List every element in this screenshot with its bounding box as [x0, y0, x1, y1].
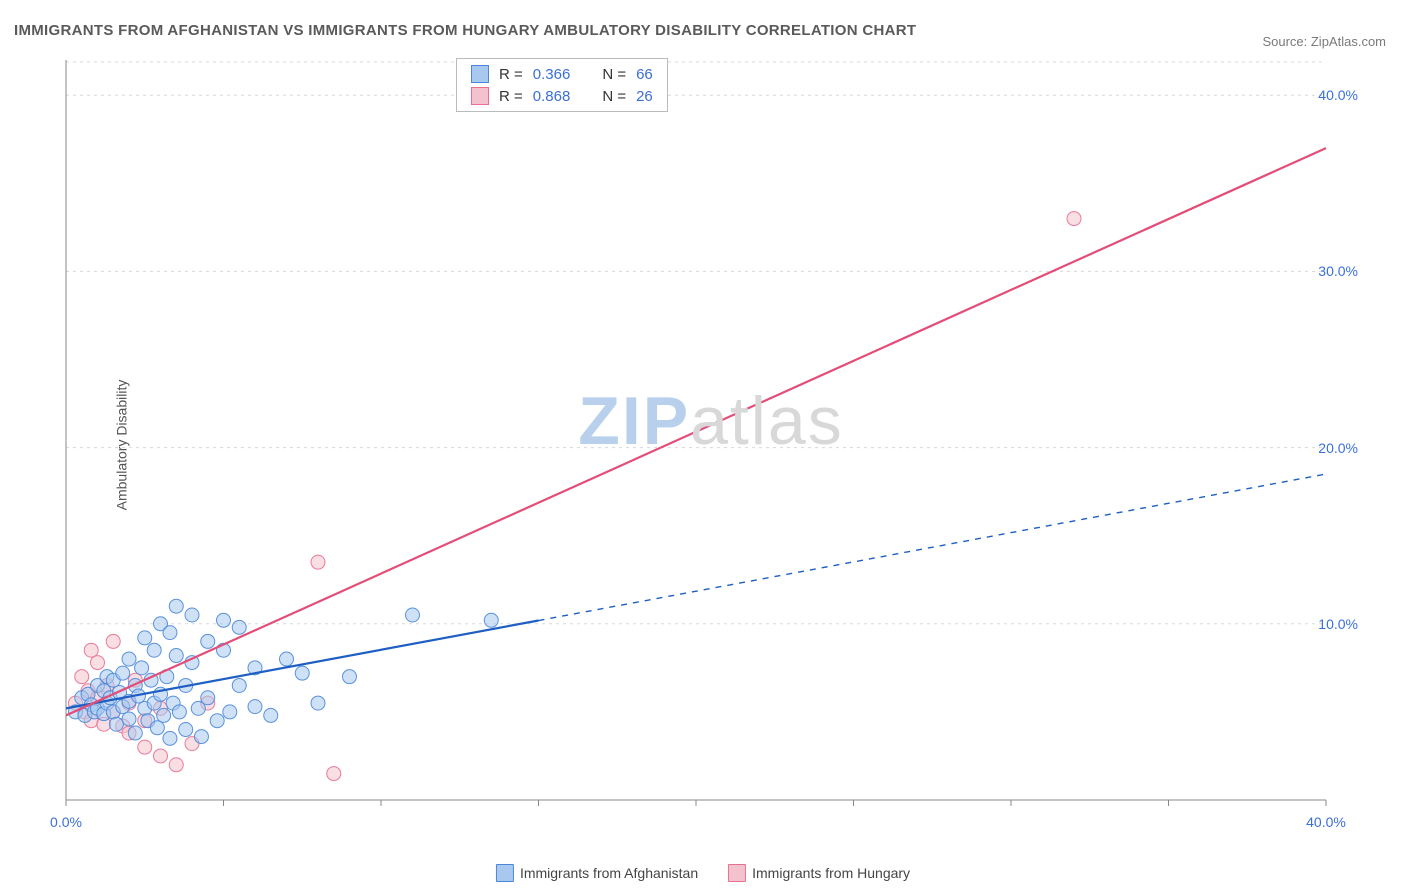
bottom-legend: Immigrants from Afghanistan Immigrants f… [496, 864, 910, 882]
legend-swatch-afghanistan [496, 864, 514, 882]
chart-title: IMMIGRANTS FROM AFGHANISTAN VS IMMIGRANT… [14, 22, 916, 39]
plot-area: Ambulatory Disability ZIPatlas 0.0%40.0%… [46, 50, 1376, 840]
source-attribution: Source: ZipAtlas.com [1262, 34, 1386, 49]
legend-item-hungary: Immigrants from Hungary [728, 864, 910, 882]
stats-swatch-afghanistan [471, 65, 489, 83]
y-tick-label: 20.0% [1318, 440, 1358, 456]
y-tick-label: 10.0% [1318, 616, 1358, 632]
y-tick-label: 30.0% [1318, 263, 1358, 279]
x-tick-label: 40.0% [1306, 814, 1346, 830]
stats-swatch-hungary [471, 87, 489, 105]
n-value-afghanistan: 66 [636, 66, 653, 83]
n-label: N = [602, 88, 626, 105]
n-label: N = [602, 66, 626, 83]
r-label: R = [499, 88, 523, 105]
r-value-hungary: 0.868 [533, 88, 571, 105]
r-label: R = [499, 66, 523, 83]
stats-row-hungary: R = 0.868 N = 26 [471, 85, 653, 107]
y-tick-label: 40.0% [1318, 87, 1358, 103]
chart-svg [46, 50, 1376, 840]
legend-swatch-hungary [728, 864, 746, 882]
x-tick-label: 0.0% [50, 814, 82, 830]
legend-item-afghanistan: Immigrants from Afghanistan [496, 864, 698, 882]
stats-box: R = 0.366 N = 66 R = 0.868 N = 26 [456, 58, 668, 112]
legend-label-afghanistan: Immigrants from Afghanistan [520, 865, 698, 881]
n-value-hungary: 26 [636, 88, 653, 105]
legend-label-hungary: Immigrants from Hungary [752, 865, 910, 881]
stats-row-afghanistan: R = 0.366 N = 66 [471, 63, 653, 85]
r-value-afghanistan: 0.366 [533, 66, 571, 83]
